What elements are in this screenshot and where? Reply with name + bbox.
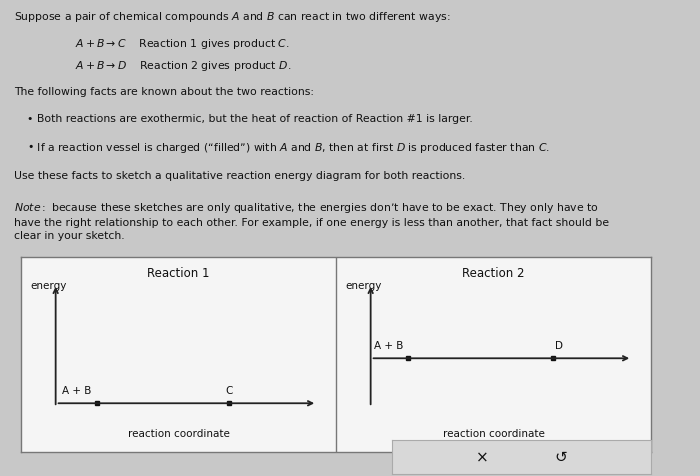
- Text: Use these facts to sketch a qualitative reaction energy diagram for both reactio: Use these facts to sketch a qualitative …: [14, 170, 465, 180]
- Text: Suppose a pair of chemical compounds $A$ and $B$ can react in two different ways: Suppose a pair of chemical compounds $A$…: [14, 10, 450, 24]
- Text: D: D: [555, 341, 564, 351]
- Text: • Both reactions are exothermic, but the heat of reaction of Reaction #1 is larg: • Both reactions are exothermic, but the…: [27, 114, 473, 124]
- Text: $A+B\rightarrow C$    Reaction 1 gives product $C$.: $A+B\rightarrow C$ Reaction 1 gives prod…: [75, 37, 290, 51]
- Text: reaction coordinate: reaction coordinate: [127, 428, 230, 438]
- Text: $A+B\rightarrow D$    Reaction 2 gives product $D$.: $A+B\rightarrow D$ Reaction 2 gives prod…: [75, 59, 291, 73]
- Text: energy: energy: [346, 280, 382, 290]
- Text: Reaction 2: Reaction 2: [462, 267, 525, 280]
- Text: ×: ×: [476, 449, 489, 465]
- Text: Reaction 1: Reaction 1: [147, 267, 210, 280]
- Text: The following facts are known about the two reactions:: The following facts are known about the …: [14, 87, 314, 97]
- Text: $Note:$ because these sketches are only qualitative, the energies don’t have to : $Note:$ because these sketches are only …: [14, 200, 609, 240]
- Text: A + B: A + B: [374, 341, 403, 351]
- Text: C: C: [225, 386, 233, 396]
- Text: reaction coordinate: reaction coordinate: [442, 428, 545, 438]
- Text: A + B: A + B: [62, 386, 91, 396]
- Text: • If a reaction vessel is charged (“filled”) with $A$ and $B$, then at first $D$: • If a reaction vessel is charged (“fill…: [27, 141, 550, 155]
- Text: ↺: ↺: [554, 449, 567, 465]
- Text: energy: energy: [31, 280, 66, 290]
